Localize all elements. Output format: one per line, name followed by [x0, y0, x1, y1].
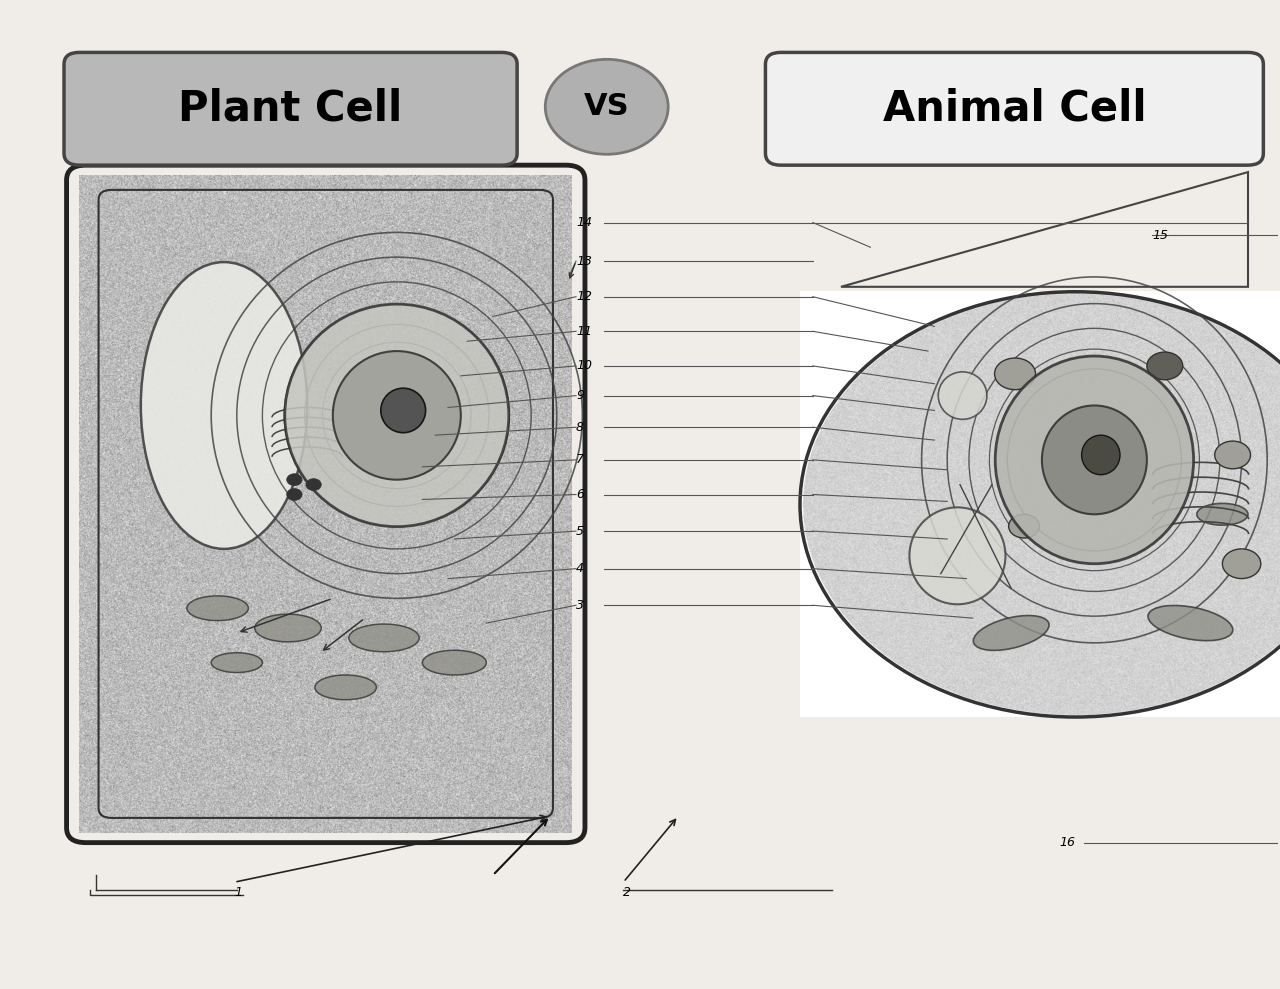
Ellipse shape [211, 653, 262, 673]
Ellipse shape [333, 351, 461, 480]
Ellipse shape [996, 356, 1194, 564]
Text: 1: 1 [234, 885, 242, 899]
Text: 5: 5 [576, 524, 584, 538]
Text: Plant Cell: Plant Cell [178, 88, 403, 130]
Ellipse shape [348, 624, 420, 652]
Text: 14: 14 [576, 216, 591, 229]
Ellipse shape [910, 507, 1006, 604]
Ellipse shape [255, 614, 321, 642]
Text: 10: 10 [576, 359, 591, 373]
FancyBboxPatch shape [64, 52, 517, 165]
Ellipse shape [1197, 503, 1248, 525]
Text: 4: 4 [576, 562, 584, 576]
Text: 16: 16 [1060, 836, 1075, 850]
Circle shape [545, 59, 668, 154]
Text: 7: 7 [576, 453, 584, 467]
Circle shape [995, 358, 1036, 390]
Text: 9: 9 [576, 389, 584, 403]
Circle shape [287, 474, 302, 486]
Text: 3: 3 [576, 598, 584, 612]
Circle shape [1009, 514, 1039, 538]
Ellipse shape [285, 304, 509, 526]
Text: VS: VS [584, 92, 630, 122]
Ellipse shape [938, 372, 987, 419]
Text: 13: 13 [576, 254, 591, 268]
Ellipse shape [141, 262, 307, 549]
Ellipse shape [422, 651, 486, 674]
Circle shape [1147, 352, 1183, 380]
Text: Animal Cell: Animal Cell [883, 88, 1146, 130]
Ellipse shape [973, 615, 1050, 651]
Text: 12: 12 [576, 290, 591, 304]
Circle shape [1215, 441, 1251, 469]
Ellipse shape [315, 674, 376, 700]
Ellipse shape [1042, 405, 1147, 514]
Text: 11: 11 [576, 324, 591, 338]
FancyBboxPatch shape [765, 52, 1263, 165]
Text: 15: 15 [1152, 228, 1169, 242]
Ellipse shape [187, 595, 248, 621]
Circle shape [287, 489, 302, 500]
Text: 8: 8 [576, 420, 584, 434]
Ellipse shape [1148, 605, 1233, 641]
Text: 6: 6 [576, 488, 584, 501]
Ellipse shape [1082, 435, 1120, 475]
Text: 2: 2 [623, 885, 631, 899]
Circle shape [306, 479, 321, 491]
Ellipse shape [381, 389, 425, 433]
Circle shape [1222, 549, 1261, 579]
